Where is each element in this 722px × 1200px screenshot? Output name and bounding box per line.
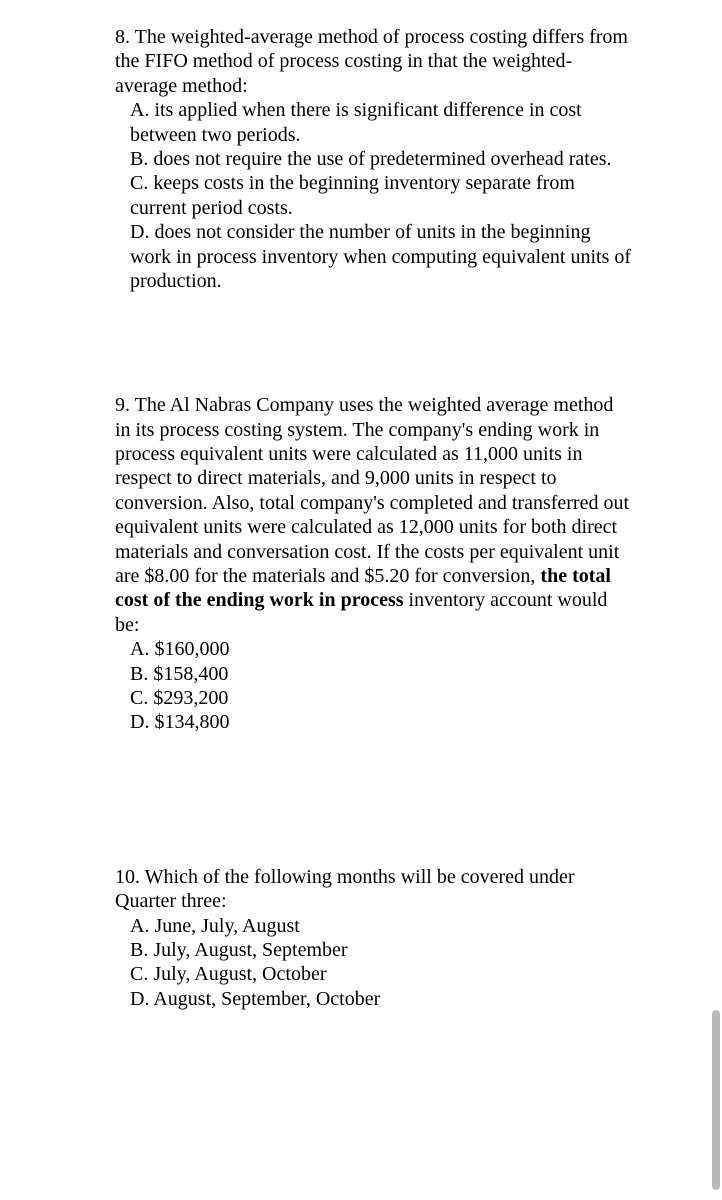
document-page: 8. The weighted-average method of proces… [0,0,722,1071]
choice-a: A. June, July, August [130,914,632,938]
question-number: 8. [115,26,130,48]
choice-a: A. its applied when there is significant… [130,98,632,147]
choice-d: D. August, September, October [130,987,632,1011]
stem-text: The weighted-average method of process c… [115,26,628,97]
question-stem: 8. The weighted-average method of proces… [115,25,632,98]
question-number: 10. [115,866,140,888]
choice-b: B. July, August, September [130,938,632,962]
question-stem: 10. Which of the following months will b… [115,865,632,914]
question-number: 9. [115,394,130,416]
question-8: 8. The weighted-average method of proces… [115,25,632,293]
stem-text-part1: The Al Nabras Company uses the weighted … [115,394,629,587]
choice-c: C. July, August, October [130,962,632,986]
question-9: 9. The Al Nabras Company uses the weight… [115,393,632,734]
question-stem: 9. The Al Nabras Company uses the weight… [115,393,632,637]
choice-c: C. $293,200 [130,686,632,710]
choice-a: A. $160,000 [130,637,632,661]
choice-b: B. does not require the use of predeterm… [130,147,632,171]
choice-b: B. $158,400 [130,662,632,686]
question-10: 10. Which of the following months will b… [115,865,632,1011]
scrollbar-thumb[interactable] [712,1010,720,1190]
choice-d: D. does not consider the number of units… [130,220,632,293]
choice-c: C. keeps costs in the beginning inventor… [130,171,632,220]
choice-d: D. $134,800 [130,710,632,734]
stem-text: Which of the following months will be co… [115,866,575,912]
